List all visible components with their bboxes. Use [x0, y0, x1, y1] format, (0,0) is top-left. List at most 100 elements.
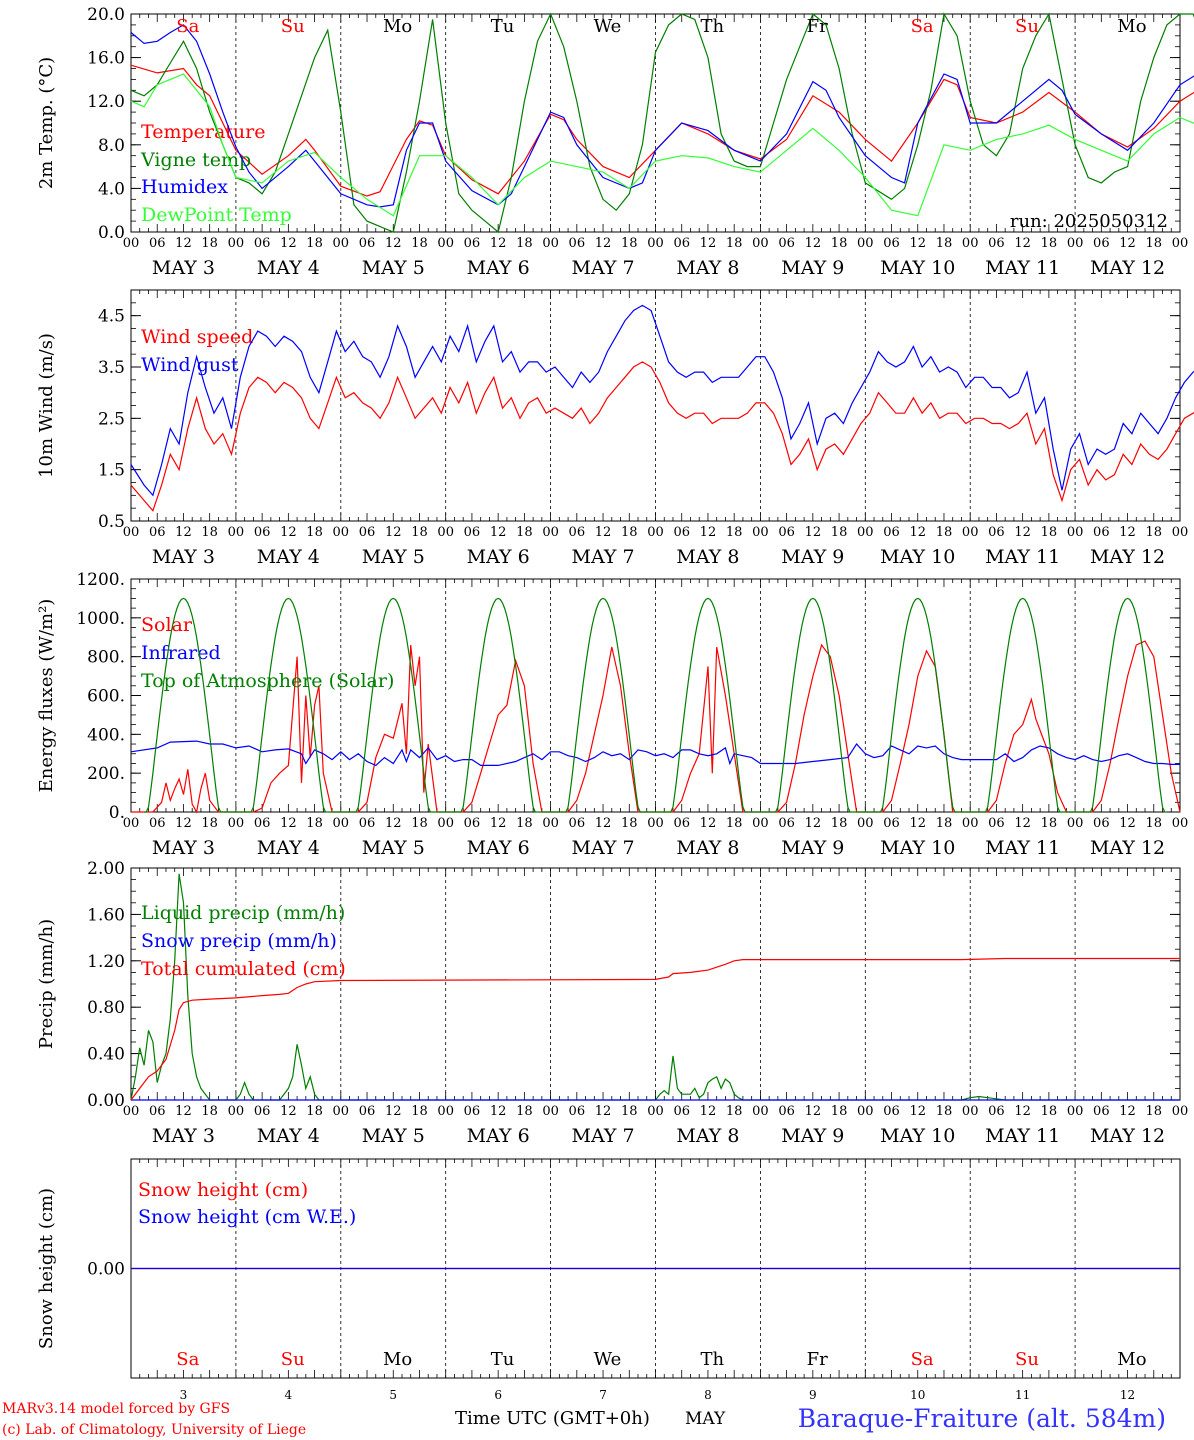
day-label: MAY 11	[985, 546, 1060, 568]
day-label: MAY 7	[572, 546, 635, 568]
day-label: MAY 11	[985, 837, 1060, 859]
hour-tick-label: 18	[201, 1104, 218, 1119]
hour-tick-label: 12	[280, 1104, 297, 1119]
weekday-label: Mo	[383, 16, 412, 37]
weekday-label: Sa	[176, 16, 199, 37]
hour-tick-label: 12	[909, 1104, 926, 1119]
hour-tick-label: 18	[1041, 816, 1058, 831]
day-label: MAY 8	[676, 837, 739, 859]
y-tick-label: 4.5	[98, 307, 125, 327]
hour-tick-label: 06	[988, 525, 1005, 540]
y-tick-label: 2.5	[98, 409, 125, 429]
hour-tick-label: 12	[1014, 1104, 1031, 1119]
weekday-label: Th	[701, 1349, 725, 1370]
legend-entry: Top of Atmosphere (Solar)	[141, 670, 394, 692]
hour-tick-label: 18	[201, 816, 218, 831]
hour-tick-label: 00	[228, 525, 245, 540]
hour-tick-label: 06	[254, 525, 271, 540]
hour-tick-label: 12	[490, 1104, 507, 1119]
hour-tick-label: 12	[700, 1104, 717, 1119]
y-tick-label: 3.5	[98, 358, 125, 378]
hour-tick-label: 06	[464, 1104, 481, 1119]
hour-tick-label: 12	[805, 525, 822, 540]
hour-tick-label: 12	[385, 236, 402, 251]
hour-tick-label: 00	[437, 1104, 454, 1119]
hour-tick-label: 06	[569, 816, 586, 831]
series-line-temperature	[130, 64, 1194, 197]
y-axis-label: 2m Temp. (°C)	[36, 57, 57, 189]
hour-tick-label: 06	[359, 236, 376, 251]
hour-tick-label: 12	[385, 525, 402, 540]
hour-tick-label: 06	[149, 816, 166, 831]
hour-tick-label: 18	[516, 525, 533, 540]
hour-tick-label: 06	[569, 525, 586, 540]
y-tick-label: 1.5	[98, 461, 125, 481]
weekday-label: We	[594, 1349, 622, 1370]
hour-tick-label: 00	[647, 1104, 664, 1119]
hour-tick-label: 00	[123, 525, 140, 540]
hour-tick-label: 00	[123, 816, 140, 831]
hour-tick-label: 00	[1067, 816, 1084, 831]
hour-tick-label: 18	[621, 1104, 638, 1119]
hour-tick-label: 00	[542, 525, 559, 540]
day-label: MAY 3	[152, 1125, 215, 1147]
hour-tick-label: 00	[333, 1104, 350, 1119]
hour-tick-label: 00	[647, 525, 664, 540]
day-label: MAY 11	[985, 1125, 1060, 1147]
panel-precip: 0.00 0.40 0.80 1.20 1.60 2.00 Precip (mm/h) Liq…	[36, 859, 1188, 1147]
hour-tick-label: 12	[1119, 236, 1136, 251]
hour-tick-label: 12	[805, 236, 822, 251]
hour-tick-label: 18	[726, 1104, 743, 1119]
hour-tick-label: 06	[988, 1104, 1005, 1119]
hour-tick-label: 00	[857, 1104, 874, 1119]
hour-tick-label: 06	[569, 236, 586, 251]
day-label: MAY 8	[676, 257, 739, 279]
hour-tick-label: 18	[1146, 236, 1163, 251]
day-label: MAY 12	[1090, 257, 1165, 279]
day-label: MAY 12	[1090, 837, 1165, 859]
hour-tick-label: 06	[778, 816, 795, 831]
weekday-label: Su	[281, 1349, 305, 1370]
y-axis-label: Energy fluxes (W/m²)	[36, 599, 57, 793]
hour-tick-label: 00	[542, 236, 559, 251]
y-tick-label: 0.40	[87, 1045, 125, 1065]
day-number: 11	[1015, 1388, 1030, 1402]
hour-tick-label: 12	[909, 816, 926, 831]
hour-tick-label: 18	[621, 236, 638, 251]
hour-tick-label: 00	[437, 525, 454, 540]
hour-tick-label: 18	[1146, 816, 1163, 831]
hour-tick-label: 06	[778, 236, 795, 251]
hour-tick-label: 00	[857, 236, 874, 251]
day-label: MAY 5	[362, 546, 425, 568]
hour-tick-label: 00	[1172, 816, 1189, 831]
hour-tick-label: 12	[175, 816, 192, 831]
hour-tick-label: 06	[1093, 1104, 1110, 1119]
hour-tick-label: 06	[359, 1104, 376, 1119]
day-label: MAY 5	[362, 257, 425, 279]
hour-tick-label: 00	[228, 236, 245, 251]
time-axis-label: Time UTC (GMT+0h)	[455, 1408, 650, 1429]
hour-tick-label: 06	[883, 236, 900, 251]
day-label: MAY 8	[676, 1125, 739, 1147]
hour-tick-label: 18	[1041, 525, 1058, 540]
y-tick-label: 1.20	[87, 952, 125, 972]
hour-tick-label: 00	[752, 236, 769, 251]
hour-tick-label: 12	[385, 1104, 402, 1119]
legend-entry: Solar	[141, 614, 193, 636]
hour-tick-label: 06	[149, 525, 166, 540]
hour-tick-label: 18	[831, 236, 848, 251]
hour-tick-label: 12	[385, 816, 402, 831]
hour-tick-label: 12	[1014, 236, 1031, 251]
hour-tick-label: 18	[201, 236, 218, 251]
day-number: 10	[910, 1388, 925, 1402]
hour-tick-label: 12	[280, 525, 297, 540]
y-axis-label: Precip (mm/h)	[36, 919, 57, 1049]
day-label: MAY 4	[257, 837, 320, 859]
day-label: MAY 7	[572, 257, 635, 279]
y-tick-label: 1000.	[76, 609, 125, 629]
weekday-label: We	[594, 16, 622, 37]
day-number: 4	[285, 1388, 293, 1402]
hour-tick-label: 18	[1146, 525, 1163, 540]
